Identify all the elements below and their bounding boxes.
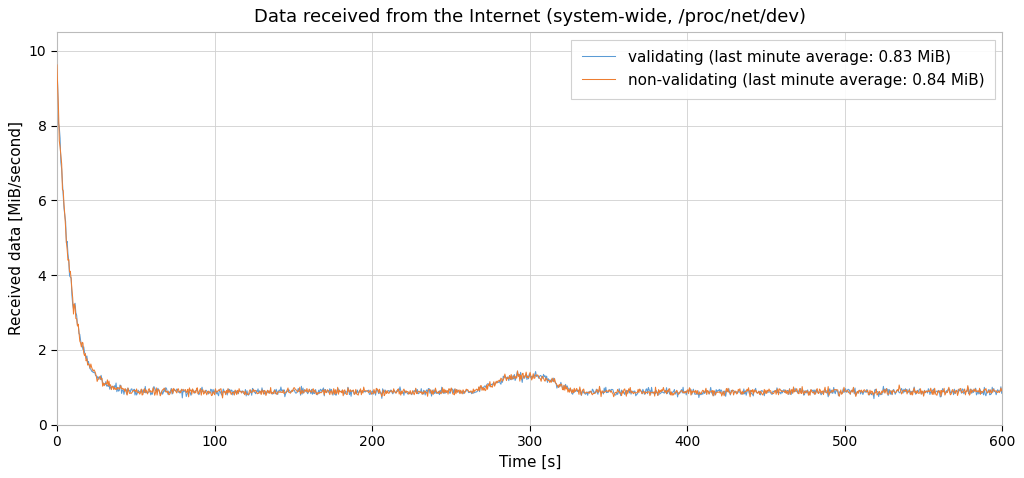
validating (last minute average: 0.83 MiB): (101, 0.824): 0.83 MiB): (101, 0.824) xyxy=(210,391,222,397)
validating (last minute average: 0.83 MiB): (79.6, 0.717): 0.83 MiB): (79.6, 0.717) xyxy=(176,395,188,401)
validating (last minute average: 0.83 MiB): (600, 0.922): 0.83 MiB): (600, 0.922) xyxy=(996,387,1009,393)
non-validating (last minute average: 0.84 MiB): (203, 0.973): 0.84 MiB): (203, 0.973) xyxy=(370,385,382,391)
Legend: validating (last minute average: 0.83 MiB), non-validating (last minute average:: validating (last minute average: 0.83 Mi… xyxy=(571,40,995,99)
non-validating (last minute average: 0.84 MiB): (105, 0.716): 0.84 MiB): (105, 0.716) xyxy=(216,395,228,401)
non-validating (last minute average: 0.84 MiB): (261, 0.933): 0.84 MiB): (261, 0.933) xyxy=(462,387,474,392)
non-validating (last minute average: 0.84 MiB): (600, 0.899): 0.84 MiB): (600, 0.899) xyxy=(996,388,1009,394)
Y-axis label: Received data [MiB/second]: Received data [MiB/second] xyxy=(8,121,24,336)
validating (last minute average: 0.83 MiB): (202, 0.79): 0.83 MiB): (202, 0.79) xyxy=(370,392,382,398)
non-validating (last minute average: 0.84 MiB): (0, 9.62): 0.84 MiB): (0, 9.62) xyxy=(51,62,63,68)
validating (last minute average: 0.83 MiB): (315, 1.25): 0.83 MiB): (315, 1.25) xyxy=(548,375,560,381)
Line: non-validating (last minute average: 0.84 MiB): non-validating (last minute average: 0.8… xyxy=(57,65,1002,398)
non-validating (last minute average: 0.84 MiB): (79.6, 0.921): 0.84 MiB): (79.6, 0.921) xyxy=(176,387,188,393)
Title: Data received from the Internet (system-wide, /proc/net/dev): Data received from the Internet (system-… xyxy=(254,8,806,26)
Line: validating (last minute average: 0.83 MiB): validating (last minute average: 0.83 Mi… xyxy=(57,64,1002,399)
non-validating (last minute average: 0.84 MiB): (101, 0.872): 0.84 MiB): (101, 0.872) xyxy=(210,389,222,395)
non-validating (last minute average: 0.84 MiB): (328, 0.973): 0.84 MiB): (328, 0.973) xyxy=(568,385,581,391)
non-validating (last minute average: 0.84 MiB): (316, 1.23): 0.84 MiB): (316, 1.23) xyxy=(549,376,561,381)
validating (last minute average: 0.83 MiB): (260, 0.925): 0.83 MiB): (260, 0.925) xyxy=(461,387,473,393)
validating (last minute average: 0.83 MiB): (0, 9.66): 0.83 MiB): (0, 9.66) xyxy=(51,61,63,66)
X-axis label: Time [s]: Time [s] xyxy=(499,455,561,470)
validating (last minute average: 0.83 MiB): (328, 0.874): 0.83 MiB): (328, 0.874) xyxy=(567,389,580,395)
validating (last minute average: 0.83 MiB): (518, 0.698): 0.83 MiB): (518, 0.698) xyxy=(867,396,880,402)
